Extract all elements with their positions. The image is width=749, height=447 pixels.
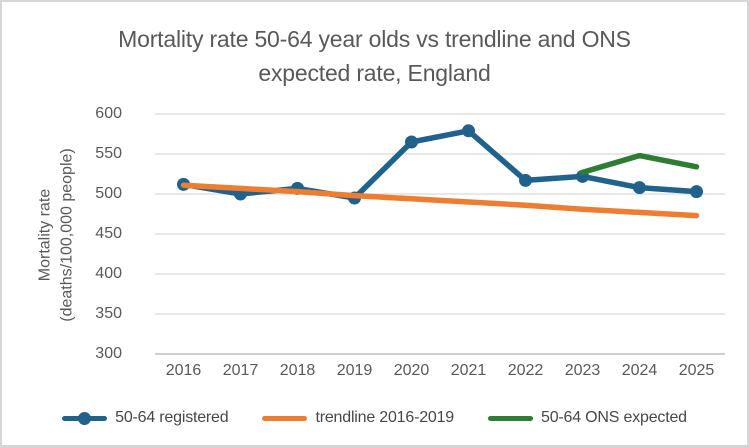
legend-line-swatch — [62, 411, 108, 425]
legend-item: 50-64 ONS expected — [488, 409, 687, 427]
chart-title-line1: Mortality rate 50-64 year olds vs trendl… — [118, 26, 631, 52]
x-axis-label: 2021 — [450, 362, 487, 379]
legend-label: 50-64 registered — [115, 409, 229, 426]
legend-label: 50-64 ONS expected — [541, 409, 687, 426]
y-axis-tick-label: 350 — [95, 305, 122, 322]
legend-item: 50-64 registered — [62, 409, 229, 427]
data-point — [462, 124, 475, 138]
chart-title-line2: expected rate, England — [258, 60, 491, 86]
x-axis-label: 2016 — [165, 362, 202, 379]
x-axis-label: 2024 — [621, 362, 658, 379]
x-axis-label: 2019 — [336, 362, 373, 379]
x-axis-label: 2018 — [279, 362, 316, 379]
y-axis-tick-label: 300 — [95, 345, 122, 362]
y-axis-tick-label: 600 — [95, 105, 122, 122]
x-axis-label: 2023 — [564, 362, 601, 379]
x-axis-label: 2017 — [222, 362, 259, 379]
legend-label: trendline 2016-2019 — [315, 409, 455, 426]
data-point — [690, 185, 703, 199]
x-axis-label: 2020 — [393, 362, 430, 379]
legend-marker-dot — [78, 411, 92, 425]
data-point — [405, 135, 418, 149]
y-axis-tick-label: 550 — [95, 145, 122, 162]
legend-line-swatch — [488, 415, 534, 421]
x-axis-label: 2025 — [678, 362, 715, 379]
chart-legend: 50-64 registered trendline 2016-2019 50-64… — [2, 409, 747, 427]
data-point — [519, 173, 532, 187]
y-axis-tick-label: 400 — [95, 265, 122, 282]
y-axis-tick-label: 450 — [95, 225, 122, 242]
series-line-50-64-ons-expected — [579, 152, 700, 176]
y-axis-tick-label: 500 — [95, 185, 122, 202]
series-line-trendline-2016-2019 — [180, 182, 700, 219]
chart-title: Mortality rate 50-64 year olds vs trendl… — [2, 22, 747, 90]
x-axis-label: 2022 — [507, 362, 544, 379]
data-point — [633, 181, 646, 195]
legend-item: trendline 2016-2019 — [262, 409, 454, 427]
legend-line-swatch — [262, 415, 308, 421]
